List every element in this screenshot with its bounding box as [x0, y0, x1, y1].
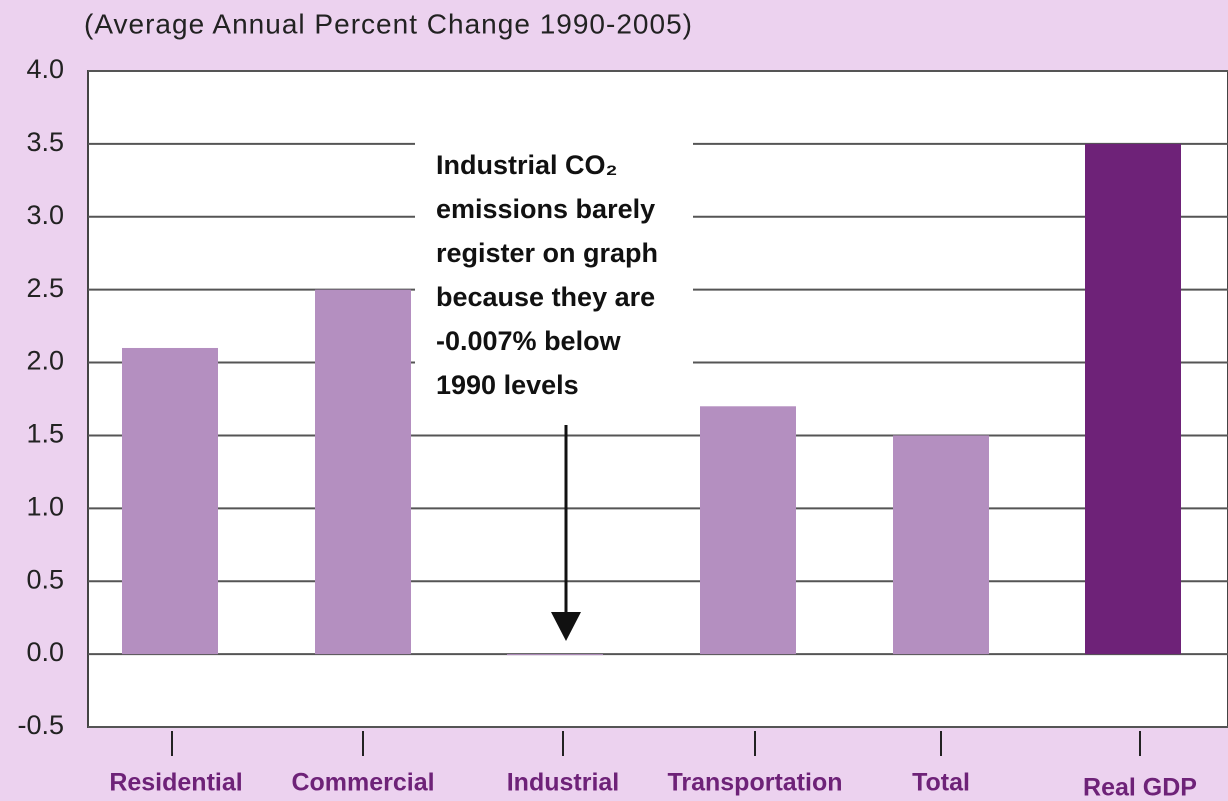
y-tick-label: -0.5 — [17, 710, 64, 740]
y-tick-label: 1.5 — [26, 419, 64, 449]
x-tick-label: Real GDP — [1083, 774, 1197, 801]
annotation-text: 1990 levels — [436, 370, 579, 400]
y-tick-label: 1.0 — [26, 491, 64, 521]
bar — [893, 435, 989, 655]
x-tick-label: Total — [912, 769, 970, 797]
annotation-text: emissions barely — [436, 194, 655, 224]
bar — [122, 347, 218, 655]
x-tick-label: Industrial — [507, 769, 620, 797]
bar — [315, 289, 411, 655]
y-tick-label: 3.0 — [26, 200, 64, 230]
annotation-text: register on graph — [436, 238, 658, 268]
y-tick-label: 2.5 — [26, 273, 64, 303]
y-tick-label: 0.0 — [26, 637, 64, 667]
x-tick-label: Commercial — [291, 769, 434, 797]
y-tick-label: 2.0 — [26, 346, 64, 376]
x-tick-label: Residential — [109, 769, 242, 797]
annotation-text: -0.007% below — [436, 326, 622, 356]
x-tick-label: Transportation — [667, 769, 842, 797]
y-tick-label: 4.0 — [26, 54, 64, 84]
annotation-text: because they are — [436, 282, 655, 312]
bar — [1085, 143, 1181, 655]
annotation-text: Industrial CO₂ — [436, 150, 618, 180]
arrow-head — [551, 612, 581, 641]
bar — [700, 406, 796, 655]
chart-subtitle: (Average Annual Percent Change 1990-2005… — [84, 8, 692, 39]
y-tick-label: 3.5 — [26, 127, 64, 157]
annotation-box — [415, 140, 693, 410]
y-tick-label: 0.5 — [26, 564, 64, 594]
bar — [507, 654, 603, 656]
